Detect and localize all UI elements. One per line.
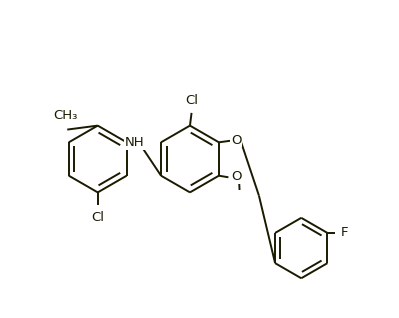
Text: CH₃: CH₃	[53, 109, 78, 121]
Text: NH: NH	[125, 136, 144, 149]
Text: O: O	[231, 134, 242, 147]
Text: O: O	[231, 170, 242, 183]
Text: Cl: Cl	[91, 211, 104, 224]
Text: F: F	[341, 226, 349, 239]
Text: Cl: Cl	[185, 94, 198, 107]
